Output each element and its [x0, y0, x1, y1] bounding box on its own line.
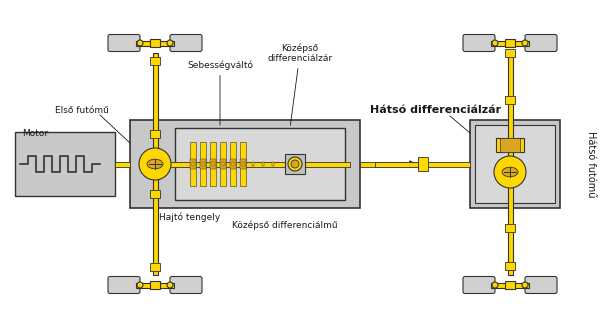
- Bar: [375, 161, 420, 167]
- Bar: [496, 138, 524, 152]
- Bar: [152, 53, 157, 275]
- Text: Motor: Motor: [22, 129, 48, 138]
- Bar: [200, 159, 206, 169]
- Ellipse shape: [288, 157, 302, 171]
- Bar: [136, 40, 174, 46]
- Bar: [115, 161, 130, 167]
- Bar: [470, 120, 560, 208]
- Text: Sebességváltó: Sebességváltó: [187, 60, 253, 125]
- FancyBboxPatch shape: [108, 34, 140, 51]
- Bar: [150, 57, 160, 65]
- Bar: [500, 138, 520, 152]
- Bar: [136, 282, 174, 288]
- Ellipse shape: [147, 159, 163, 169]
- Circle shape: [522, 282, 528, 288]
- Bar: [150, 130, 160, 138]
- Circle shape: [522, 40, 528, 46]
- Bar: [210, 142, 216, 186]
- Bar: [232, 162, 234, 166]
- Text: Hajtó tengely: Hajtó tengely: [160, 213, 221, 222]
- Bar: [150, 281, 160, 289]
- Bar: [505, 262, 515, 270]
- FancyBboxPatch shape: [170, 34, 202, 51]
- Bar: [230, 159, 236, 169]
- Bar: [240, 142, 246, 186]
- Text: Középső
differenciálzár: Középső differenciálzár: [268, 43, 332, 125]
- Bar: [240, 159, 246, 169]
- Circle shape: [137, 282, 143, 288]
- Ellipse shape: [502, 167, 518, 177]
- FancyBboxPatch shape: [463, 277, 495, 294]
- Text: Középső differenciálmű: Középső differenciálmű: [232, 220, 338, 230]
- Bar: [170, 161, 350, 167]
- Bar: [272, 162, 274, 166]
- Bar: [230, 142, 236, 186]
- Bar: [210, 159, 216, 169]
- Bar: [505, 281, 515, 289]
- Bar: [262, 162, 264, 166]
- Bar: [220, 159, 226, 169]
- Circle shape: [137, 40, 143, 46]
- Bar: [505, 224, 515, 232]
- FancyBboxPatch shape: [170, 277, 202, 294]
- Bar: [508, 53, 512, 275]
- Bar: [222, 162, 224, 166]
- Bar: [190, 159, 196, 169]
- Bar: [418, 157, 428, 171]
- Bar: [150, 263, 160, 271]
- Bar: [360, 161, 420, 167]
- Bar: [202, 162, 204, 166]
- Circle shape: [139, 148, 171, 180]
- Text: Első futómű: Első futómű: [55, 106, 109, 115]
- Text: Hátsó futómű: Hátsó futómű: [586, 131, 596, 197]
- Bar: [192, 162, 194, 166]
- Bar: [420, 161, 470, 167]
- Circle shape: [492, 40, 498, 46]
- Ellipse shape: [291, 160, 299, 168]
- Bar: [505, 49, 515, 57]
- Bar: [150, 190, 160, 198]
- Bar: [491, 282, 529, 288]
- FancyBboxPatch shape: [525, 34, 557, 51]
- Bar: [130, 120, 360, 208]
- Bar: [212, 162, 214, 166]
- FancyBboxPatch shape: [525, 277, 557, 294]
- Bar: [418, 158, 426, 170]
- Bar: [220, 142, 226, 186]
- Bar: [475, 125, 555, 203]
- Bar: [150, 39, 160, 47]
- Bar: [505, 96, 515, 104]
- Bar: [175, 128, 345, 200]
- Bar: [190, 142, 196, 186]
- Bar: [252, 162, 254, 166]
- Bar: [505, 39, 515, 47]
- Bar: [491, 40, 529, 46]
- Bar: [15, 132, 115, 196]
- FancyBboxPatch shape: [108, 277, 140, 294]
- Circle shape: [167, 282, 173, 288]
- Circle shape: [167, 40, 173, 46]
- Circle shape: [492, 282, 498, 288]
- Bar: [242, 162, 244, 166]
- Circle shape: [494, 156, 526, 188]
- Bar: [200, 142, 206, 186]
- Bar: [285, 154, 305, 174]
- Text: Hátsó differenciálzár: Hátsó differenciálzár: [370, 105, 501, 115]
- FancyBboxPatch shape: [463, 34, 495, 51]
